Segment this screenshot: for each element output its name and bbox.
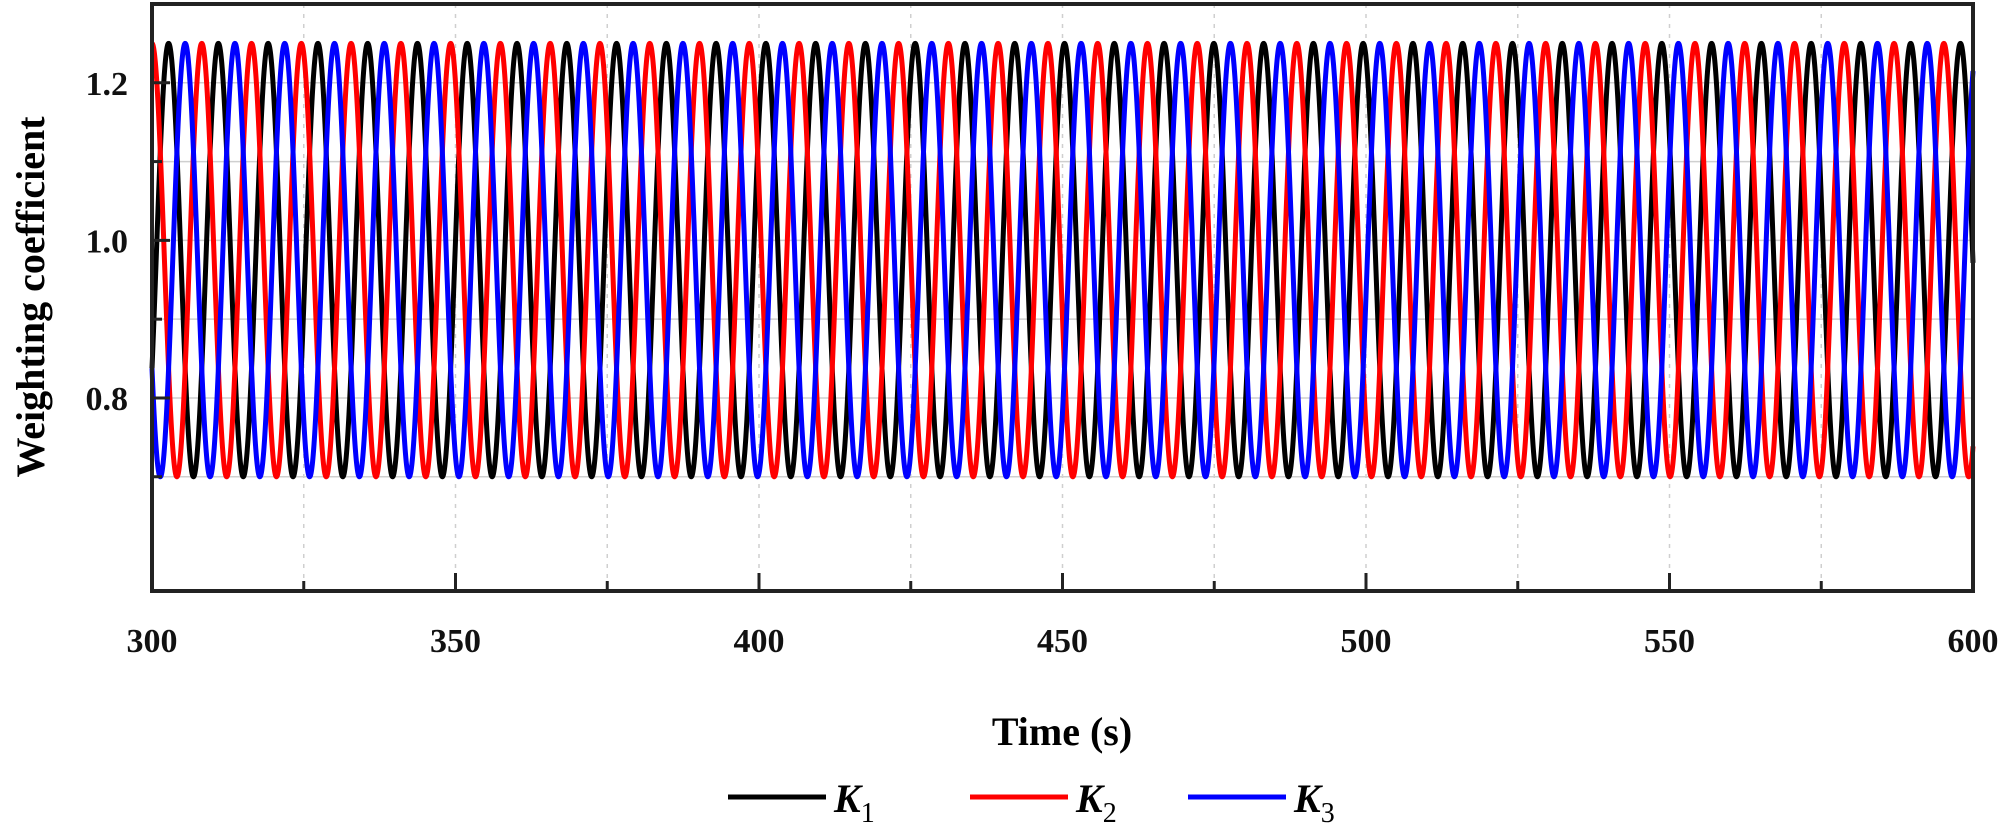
legend-label: K1 — [833, 776, 875, 829]
legend: K1 K2 K3 — [728, 776, 1335, 829]
x-tick-label: 550 — [1644, 623, 1695, 660]
x-tick-label: 300 — [127, 623, 178, 660]
y-tick-label: 1.0 — [86, 223, 129, 260]
y-tick-label: 1.2 — [86, 66, 129, 103]
series-line-k3 — [149, 40, 1976, 480]
y-tick-label: 0.8 — [86, 381, 129, 418]
x-tick-label: 450 — [1037, 623, 1088, 660]
legend-label: K2 — [1075, 776, 1117, 829]
legend-label: K3 — [1293, 776, 1335, 829]
y-axis-title: Weighting coefficient — [8, 116, 53, 478]
x-tick-labels: 300 350 400 450 500 550 600 — [127, 623, 1999, 660]
legend-item-k1: K1 — [728, 776, 875, 829]
axis-ticks — [150, 81, 1975, 591]
x-tick-label: 350 — [430, 623, 481, 660]
x-tick-label: 600 — [1948, 623, 1999, 660]
x-tick-label: 400 — [734, 623, 785, 660]
series-line-k2 — [149, 40, 1976, 480]
series-lines — [149, 40, 1976, 480]
legend-item-k3: K3 — [1188, 776, 1335, 829]
x-axis-title: Time (s) — [992, 709, 1132, 754]
legend-item-k2: K2 — [970, 776, 1117, 829]
x-tick-label: 500 — [1341, 623, 1392, 660]
y-tick-labels: 0.8 1.0 1.2 — [86, 66, 129, 418]
